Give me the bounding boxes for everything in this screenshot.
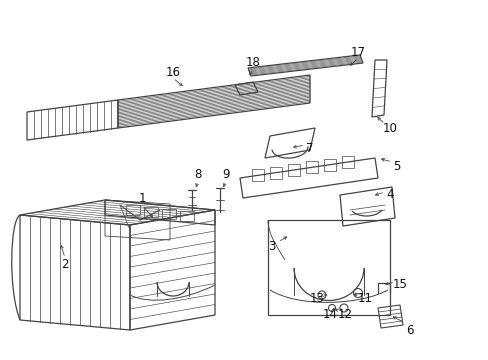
Text: 17: 17 [350, 45, 365, 58]
Text: 11: 11 [357, 292, 372, 305]
Text: 16: 16 [165, 66, 180, 78]
Text: 6: 6 [406, 324, 413, 337]
Text: 5: 5 [392, 161, 400, 174]
Text: 13: 13 [309, 292, 324, 305]
Text: 18: 18 [245, 57, 260, 69]
Text: 7: 7 [305, 141, 313, 154]
Text: 15: 15 [392, 279, 407, 292]
Text: 10: 10 [382, 122, 397, 135]
Text: 1: 1 [138, 192, 145, 204]
Text: 8: 8 [194, 168, 201, 181]
Text: 14: 14 [322, 309, 337, 321]
Text: 2: 2 [61, 258, 69, 271]
Text: 4: 4 [386, 189, 393, 202]
Text: 12: 12 [337, 309, 352, 321]
Text: 3: 3 [268, 240, 275, 253]
Text: 9: 9 [222, 168, 229, 181]
